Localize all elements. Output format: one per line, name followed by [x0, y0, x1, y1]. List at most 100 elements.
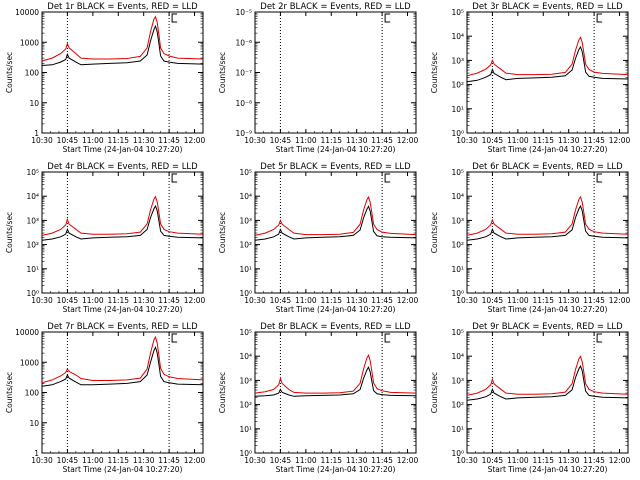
y-tick-label: 10	[29, 419, 39, 428]
panel-det-6: Det 6r BLACK = Events, RED = LLD 10:30 10:…	[430, 162, 631, 314]
y-axis-label: Counts/sec	[218, 372, 227, 413]
plot-frame	[41, 11, 204, 134]
panel-det-1: Det 1r BLACK = Events, RED = LLD 10:30 10:…	[5, 2, 206, 154]
y-tick-label: 1	[34, 129, 39, 138]
x-tick-label: 11:30	[346, 296, 368, 305]
y-tick-label: 10⁻⁹	[235, 129, 252, 138]
x-axis-label: Start Time (24-Jan-04 10:27:20)	[488, 465, 608, 474]
x-tick-label: 11:15	[107, 296, 129, 305]
x-tick-label: 12:00	[609, 456, 631, 465]
x-tick-label: 11:45	[158, 296, 180, 305]
y-tick-label: 10¹	[239, 425, 252, 434]
y-tick-label: 100	[25, 69, 40, 78]
plot-frame	[466, 331, 629, 454]
panel-title: Det 8r BLACK = Events, RED = LLD	[260, 322, 411, 332]
y-tick-label: 10⁴	[239, 352, 252, 361]
x-tick-label: 11:45	[371, 296, 393, 305]
y-tick-label: 10⁰	[451, 289, 464, 298]
y-tick-label: 10⁴	[451, 352, 464, 361]
x-tick-label: 11:45	[158, 136, 180, 145]
y-tick-label: 10³	[451, 216, 464, 225]
y-tick-label: 10²	[26, 241, 39, 250]
y-tick-label: 10⁻⁷	[235, 69, 252, 78]
plot-frame	[254, 331, 417, 454]
x-axis-label: Start Time (24-Jan-04 10:27:20)	[63, 465, 183, 474]
x-axis-label: Start Time (24-Jan-04 10:27:20)	[63, 305, 183, 314]
y-tick-label: 1000	[20, 358, 39, 367]
panel-det-3: Det 3r BLACK = Events, RED = LLD 10:30 10:…	[430, 2, 631, 154]
x-tick-label: 11:15	[107, 136, 129, 145]
series-events-line	[254, 365, 417, 397]
bracket-marker	[171, 173, 178, 183]
x-tick-label: 11:30	[346, 136, 368, 145]
x-tick-label: 10:30	[456, 456, 478, 465]
x-tick-label: 11:45	[371, 456, 393, 465]
y-tick-label: 10²	[451, 401, 464, 410]
y-tick-label: 10¹	[239, 265, 252, 274]
panel-title: Det 1r BLACK = Events, RED = LLD	[47, 2, 198, 12]
x-tick-label: 11:45	[583, 136, 605, 145]
plot-frame	[254, 11, 417, 134]
y-axis-label: Counts/sec	[218, 52, 227, 93]
y-axis-label: Counts/sec	[5, 372, 14, 413]
x-tick-label: 12:00	[397, 296, 419, 305]
y-tick-label: 10⁰	[239, 449, 252, 458]
plot-frame	[466, 171, 629, 294]
x-tick-label: 11:15	[532, 456, 554, 465]
x-tick-label: 11:00	[507, 456, 529, 465]
y-axis-label: Counts/sec	[5, 212, 14, 253]
x-axis-label: Start Time (24-Jan-04 10:27:20)	[276, 145, 396, 154]
x-tick-label: 12:00	[184, 296, 206, 305]
y-tick-label: 10⁴	[26, 192, 39, 201]
panel-det-5: Det 5r BLACK = Events, RED = LLD 10:30 10:…	[218, 162, 419, 314]
y-tick-label: 10⁻⁸	[235, 99, 252, 108]
bracket-marker	[384, 13, 391, 23]
y-tick-label: 10⁻⁶	[235, 38, 252, 47]
y-tick-label: 10	[29, 99, 39, 108]
x-tick-label: 11:15	[320, 296, 342, 305]
series-events-line	[466, 45, 629, 83]
panel-title: Det 3r BLACK = Events, RED = LLD	[472, 2, 623, 12]
y-tick-label: 10⁵	[451, 8, 464, 17]
panel-det-7: Det 7r BLACK = Events, RED = LLD 10:30 10:…	[5, 322, 206, 474]
y-tick-label: 10¹	[26, 265, 39, 274]
x-tick-label: 10:30	[244, 456, 266, 465]
y-tick-label: 10³	[239, 216, 252, 225]
panel-title: Det 9r BLACK = Events, RED = LLD	[472, 322, 623, 332]
x-tick-label: 10:30	[456, 296, 478, 305]
x-tick-label: 11:00	[295, 136, 317, 145]
x-tick-label: 11:00	[82, 136, 104, 145]
panel-title: Det 5r BLACK = Events, RED = LLD	[260, 162, 411, 172]
y-tick-label: 10²	[451, 241, 464, 250]
x-tick-label: 10:45	[270, 456, 292, 465]
x-tick-label: 10:45	[482, 136, 504, 145]
x-tick-label: 10:45	[57, 296, 79, 305]
x-tick-label: 11:15	[532, 136, 554, 145]
y-tick-label: 10⁴	[451, 32, 464, 41]
x-tick-label: 12:00	[184, 456, 206, 465]
x-tick-label: 11:30	[558, 296, 580, 305]
x-tick-label: 10:45	[270, 296, 292, 305]
x-axis-label: Start Time (24-Jan-04 10:27:20)	[488, 145, 608, 154]
bracket-marker	[384, 333, 391, 343]
series-lld-line	[466, 355, 629, 396]
series-lld-line	[254, 195, 417, 236]
x-tick-label: 10:45	[482, 296, 504, 305]
x-axis-label: Start Time (24-Jan-04 10:27:20)	[276, 465, 396, 474]
x-tick-label: 12:00	[609, 136, 631, 145]
x-tick-label: 12:00	[397, 136, 419, 145]
x-tick-label: 12:00	[184, 136, 206, 145]
y-tick-label: 10³	[26, 216, 39, 225]
y-tick-label: 10³	[239, 376, 252, 385]
y-tick-label: 10³	[451, 376, 464, 385]
series-lld-line	[41, 15, 204, 62]
x-tick-label: 11:00	[507, 296, 529, 305]
x-tick-label: 11:15	[320, 136, 342, 145]
y-axis-label: Counts/sec	[5, 52, 14, 93]
plot-frame	[254, 171, 417, 294]
series-lld-line	[466, 195, 629, 236]
x-axis-label: Start Time (24-Jan-04 10:27:20)	[488, 305, 608, 314]
bracket-marker	[171, 333, 178, 343]
panel-title: Det 4r BLACK = Events, RED = LLD	[47, 162, 198, 172]
x-tick-label: 11:00	[295, 296, 317, 305]
